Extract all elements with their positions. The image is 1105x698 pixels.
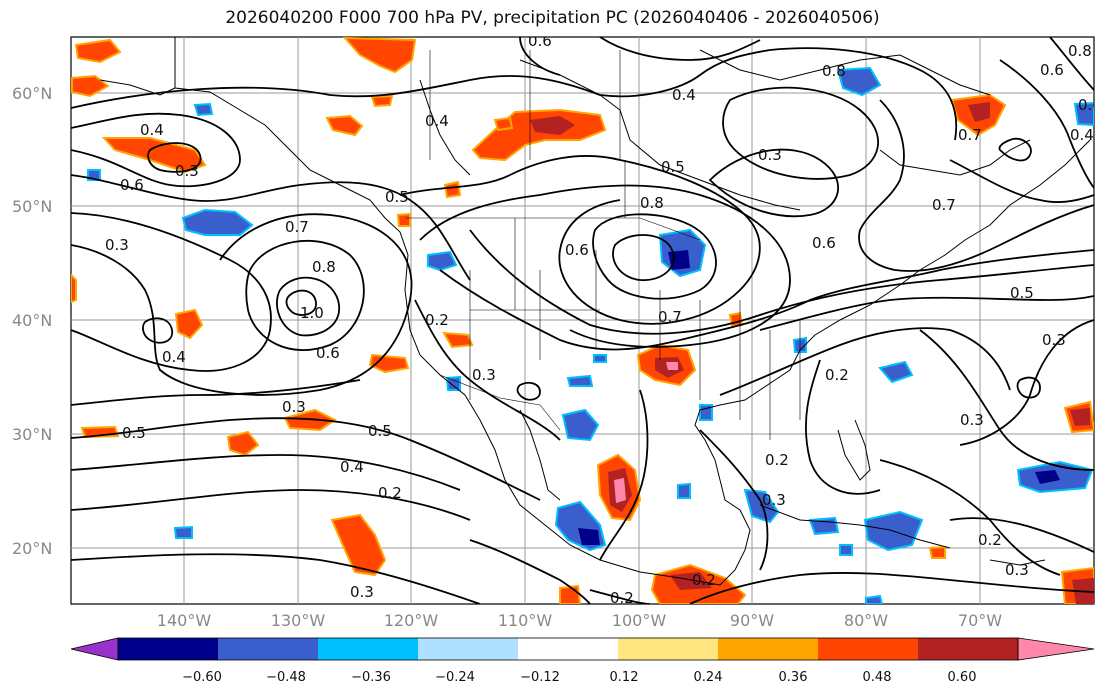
lat-label: 60°N xyxy=(12,84,52,103)
contour-label: 0.6 xyxy=(528,32,552,50)
longitude-labels: 140°W 130°W 120°W 110°W 100°W 90°W 80°W … xyxy=(157,611,1002,630)
lon-label: 110°W xyxy=(498,611,553,630)
colorbar-outline xyxy=(117,637,1019,661)
contour-label: 0.2 xyxy=(825,366,849,384)
contour-label: 0.7 xyxy=(658,308,682,326)
lat-label: 30°N xyxy=(12,425,52,444)
map-title: 2026040200 F000 700 hPa PV, precipitatio… xyxy=(225,8,880,28)
contour-label: 0.3 xyxy=(282,398,306,416)
colorbar-tick-label: 0.12 xyxy=(610,670,639,685)
contour-label: 0.3 xyxy=(762,491,786,509)
contour-label: 0.6 xyxy=(316,344,340,362)
colorbar-segment xyxy=(318,638,418,660)
colorbar-segment xyxy=(718,638,818,660)
colorbar-tick-label: 0.24 xyxy=(694,670,723,685)
lon-label: 120°W xyxy=(384,611,439,630)
colorbar-segment xyxy=(918,638,1018,660)
contour-label: 0.3 xyxy=(758,146,782,164)
contour-label: 0.5 xyxy=(122,424,146,442)
contour-label: 0.5 xyxy=(661,158,685,176)
colorbar xyxy=(70,637,1095,661)
precip-negative-areas xyxy=(87,66,1094,604)
contour-label: 0.4 xyxy=(1070,126,1094,144)
lat-label: 20°N xyxy=(12,539,52,558)
contour-label: 0.5 xyxy=(385,188,409,206)
colorbar-tick-label: −0.48 xyxy=(266,670,306,685)
colorbar-segment xyxy=(818,638,918,660)
lon-label: 140°W xyxy=(157,611,212,630)
colorbar-segment xyxy=(118,638,218,660)
contour-label: 0.6 xyxy=(1078,96,1102,114)
contour-label: 0.3 xyxy=(350,583,374,601)
contour-label: 0.2 xyxy=(978,531,1002,549)
contour-label: 0.4 xyxy=(425,112,449,130)
colorbar-segment xyxy=(418,638,518,660)
colorbar-tick-labels: −0.60 −0.48 −0.36 −0.24 −0.12 0.12 0.24 … xyxy=(182,670,976,685)
political-borders xyxy=(406,50,801,440)
contour-label: 0.5 xyxy=(1010,284,1034,302)
contour-label: 0.4 xyxy=(672,86,696,104)
precip-positive-areas xyxy=(71,37,1094,604)
colorbar-tick-label: 0.36 xyxy=(779,670,808,685)
contour-label: 0.4 xyxy=(140,121,164,139)
contour-label: 0.4 xyxy=(162,348,186,366)
contour-label: 0.6 xyxy=(120,176,144,194)
colorbar-extend-low xyxy=(70,637,119,661)
contour-label: 0.2 xyxy=(765,451,789,469)
graticule xyxy=(71,37,1094,604)
contour-label: 0.7 xyxy=(285,218,309,236)
lon-label: 70°W xyxy=(958,611,1002,630)
contour-label: 0.8 xyxy=(1068,42,1092,60)
colorbar-tick-label: −0.36 xyxy=(351,670,391,685)
contour-label: 0.7 xyxy=(932,196,956,214)
lon-label: 130°W xyxy=(271,611,326,630)
contour-label: 0.4 xyxy=(340,458,364,476)
contour-label: 0.3 xyxy=(175,162,199,180)
lat-label: 50°N xyxy=(12,197,52,216)
latitude-labels: 60°N 50°N 40°N 30°N 20°N xyxy=(12,84,52,558)
contour-label: 0.3 xyxy=(960,411,984,429)
contour-label: 0.6 xyxy=(812,234,836,252)
contour-label: 0.2 xyxy=(692,571,716,589)
lon-label: 100°W xyxy=(612,611,667,630)
contour-label: 0.7 xyxy=(958,126,982,144)
colorbar-segment xyxy=(218,638,318,660)
colorbar-tick-label: 0.60 xyxy=(948,670,977,685)
lat-label: 40°N xyxy=(12,311,52,330)
pv-contours xyxy=(71,37,1094,604)
colorbar-tick-label: −0.12 xyxy=(520,670,560,685)
contour-label: 0.8 xyxy=(822,62,846,80)
colorbar-tick-label: −0.24 xyxy=(435,670,475,685)
contour-label: 0.2 xyxy=(610,589,634,607)
colorbar-tick-label: −0.60 xyxy=(182,670,222,685)
contour-label: 0.2 xyxy=(425,311,449,329)
contour-label: 0.3 xyxy=(1005,561,1029,579)
colorbar-extend-high xyxy=(1017,637,1095,661)
colorbar-segment xyxy=(618,638,718,660)
contour-label: 0.3 xyxy=(1042,331,1066,349)
contour-label: 0.5 xyxy=(368,422,392,440)
colorbar-segment xyxy=(518,638,618,660)
contour-label: 0.6 xyxy=(565,241,589,259)
contour-label: 0.3 xyxy=(105,236,129,254)
lon-label: 90°W xyxy=(730,611,774,630)
colorbar-tick-label: 0.48 xyxy=(863,670,892,685)
contour-label: 0.6 xyxy=(1040,61,1064,79)
contour-label-group: 0.6 0.8 0.6 0.8 0.4 0.4 0.4 0.3 0.3 0.6 … xyxy=(105,32,1102,607)
contour-label: 0.3 xyxy=(472,366,496,384)
contour-label: 1.0 xyxy=(300,304,324,322)
lon-label: 80°W xyxy=(844,611,888,630)
contour-label: 0.8 xyxy=(312,258,336,276)
contour-label: 0.8 xyxy=(640,194,664,212)
contour-label: 0.2 xyxy=(378,484,402,502)
